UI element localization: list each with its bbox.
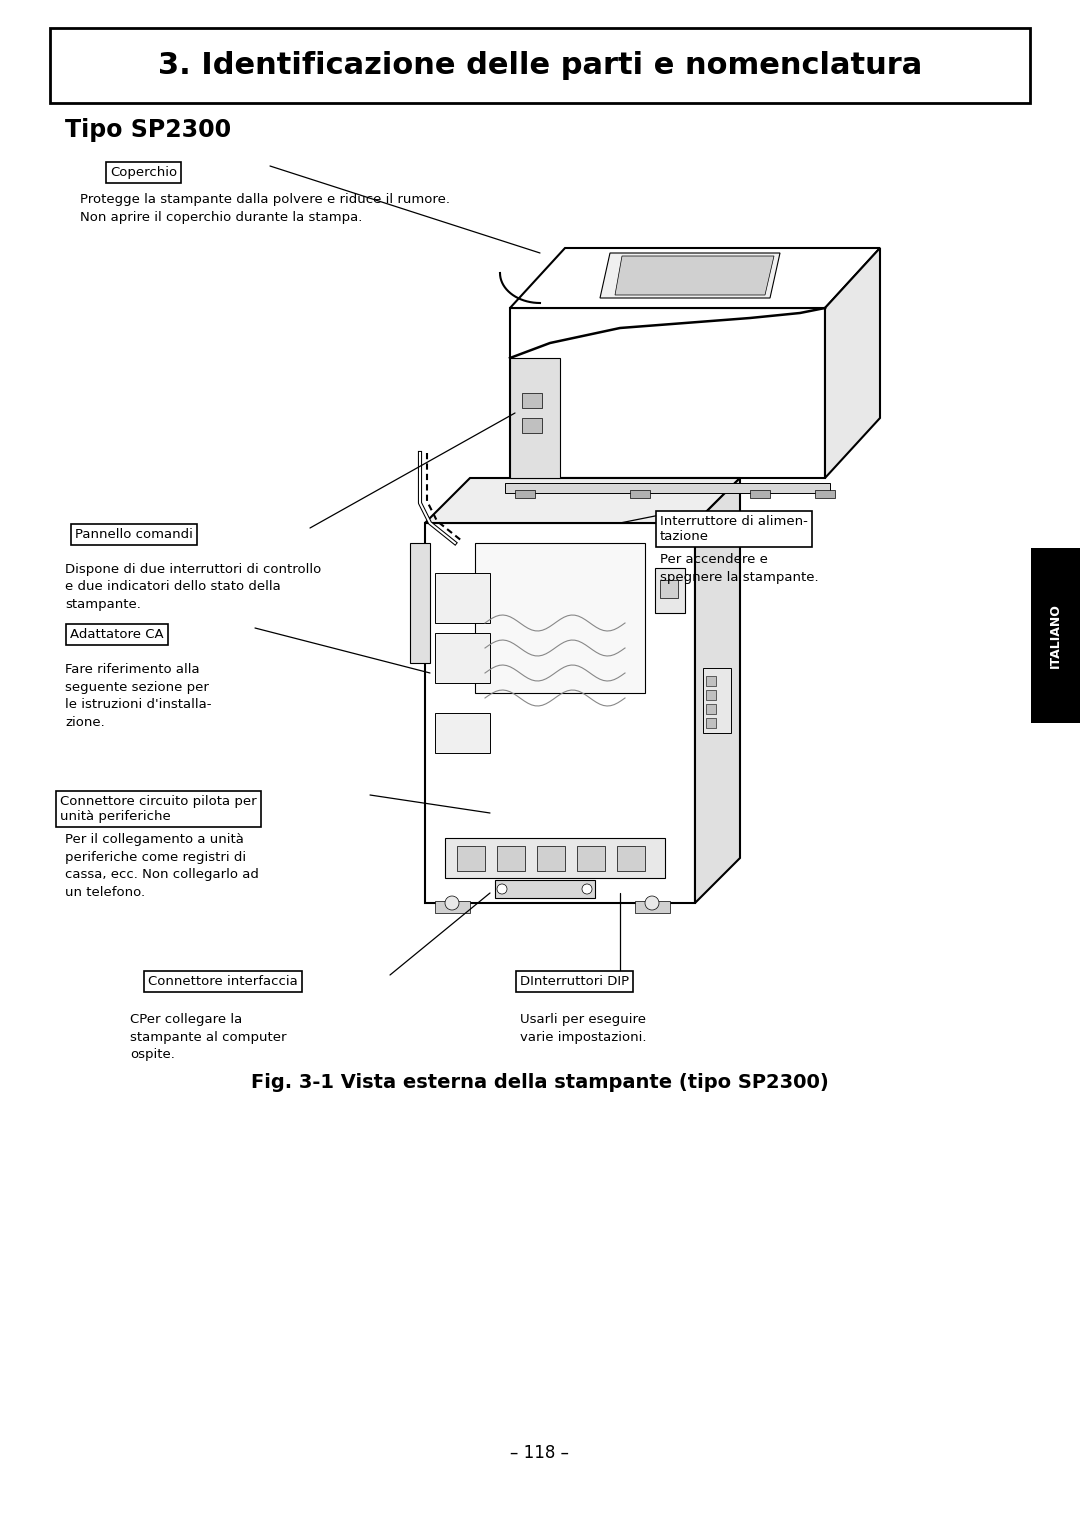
Text: CPer collegare la
stampante al computer
ospite.: CPer collegare la stampante al computer … [130, 1013, 286, 1061]
Text: Connettore interfaccia: Connettore interfaccia [148, 975, 298, 987]
Circle shape [645, 895, 659, 911]
Circle shape [445, 895, 459, 911]
Text: Per accendere e
spegnere la stampante.: Per accendere e spegnere la stampante. [660, 553, 819, 584]
Bar [495, 880, 595, 898]
Bar [410, 543, 430, 662]
Text: DInterruttori DIP: DInterruttori DIP [519, 975, 630, 987]
Polygon shape [510, 308, 825, 478]
Bar [1031, 547, 1080, 724]
Bar [654, 569, 685, 613]
Text: Pannello comandi: Pannello comandi [75, 527, 193, 541]
Bar [617, 846, 645, 871]
Polygon shape [505, 483, 831, 494]
Polygon shape [426, 478, 740, 523]
Bar [537, 846, 565, 871]
Bar [815, 491, 835, 498]
Bar [706, 717, 716, 728]
Bar [750, 491, 770, 498]
Polygon shape [600, 253, 780, 297]
Circle shape [497, 885, 507, 894]
Bar [706, 704, 716, 714]
Text: Fig. 3-1 Vista esterna della stampante (tipo SP2300): Fig. 3-1 Vista esterna della stampante (… [252, 1073, 828, 1091]
Text: Adattatore CA: Adattatore CA [70, 629, 164, 641]
Bar [660, 579, 678, 598]
Bar [635, 901, 670, 914]
Bar [50, 28, 1030, 103]
Polygon shape [510, 248, 880, 308]
Bar [435, 713, 490, 753]
Bar [522, 419, 542, 432]
Bar [435, 901, 470, 914]
Polygon shape [426, 523, 696, 903]
Text: Connettore circuito pilota per
unità periferiche: Connettore circuito pilota per unità per… [60, 796, 257, 823]
Text: Coperchio: Coperchio [110, 166, 177, 179]
Text: Per il collegamento a unità
periferiche come registri di
cassa, ecc. Non collega: Per il collegamento a unità periferiche … [65, 832, 259, 898]
Bar [457, 846, 485, 871]
Text: Dispone di due interruttori di controllo
e due indicatori dello stato della
stam: Dispone di due interruttori di controllo… [65, 563, 321, 612]
Bar [706, 690, 716, 701]
Polygon shape [510, 359, 561, 478]
Polygon shape [825, 248, 880, 478]
Circle shape [582, 885, 592, 894]
Text: Interruttore di alimen-
tazione: Interruttore di alimen- tazione [660, 515, 808, 543]
Polygon shape [615, 256, 774, 294]
Bar [435, 573, 490, 622]
Bar [497, 846, 525, 871]
Text: 3. Identificazione delle parti e nomenclatura: 3. Identificazione delle parti e nomencl… [158, 52, 922, 81]
Polygon shape [475, 543, 645, 693]
Bar [445, 839, 665, 878]
Text: Tipo SP2300: Tipo SP2300 [65, 118, 231, 143]
Bar [522, 392, 542, 408]
Bar [703, 668, 731, 733]
Bar [435, 633, 490, 684]
Text: Usarli per eseguire
varie impostazioni.: Usarli per eseguire varie impostazioni. [519, 1013, 647, 1044]
Bar [515, 491, 535, 498]
Text: – 118 –: – 118 – [511, 1444, 569, 1462]
Bar [630, 491, 650, 498]
Text: Fare riferimento alla
seguente sezione per
le istruzioni d'installa-
zione.: Fare riferimento alla seguente sezione p… [65, 662, 212, 728]
Bar [706, 676, 716, 685]
Polygon shape [696, 478, 740, 903]
Bar [577, 846, 605, 871]
Text: Protegge la stampante dalla polvere e riduce il rumore.
Non aprire il coperchio : Protegge la stampante dalla polvere e ri… [80, 193, 450, 224]
Text: ITALIANO: ITALIANO [1049, 604, 1062, 668]
